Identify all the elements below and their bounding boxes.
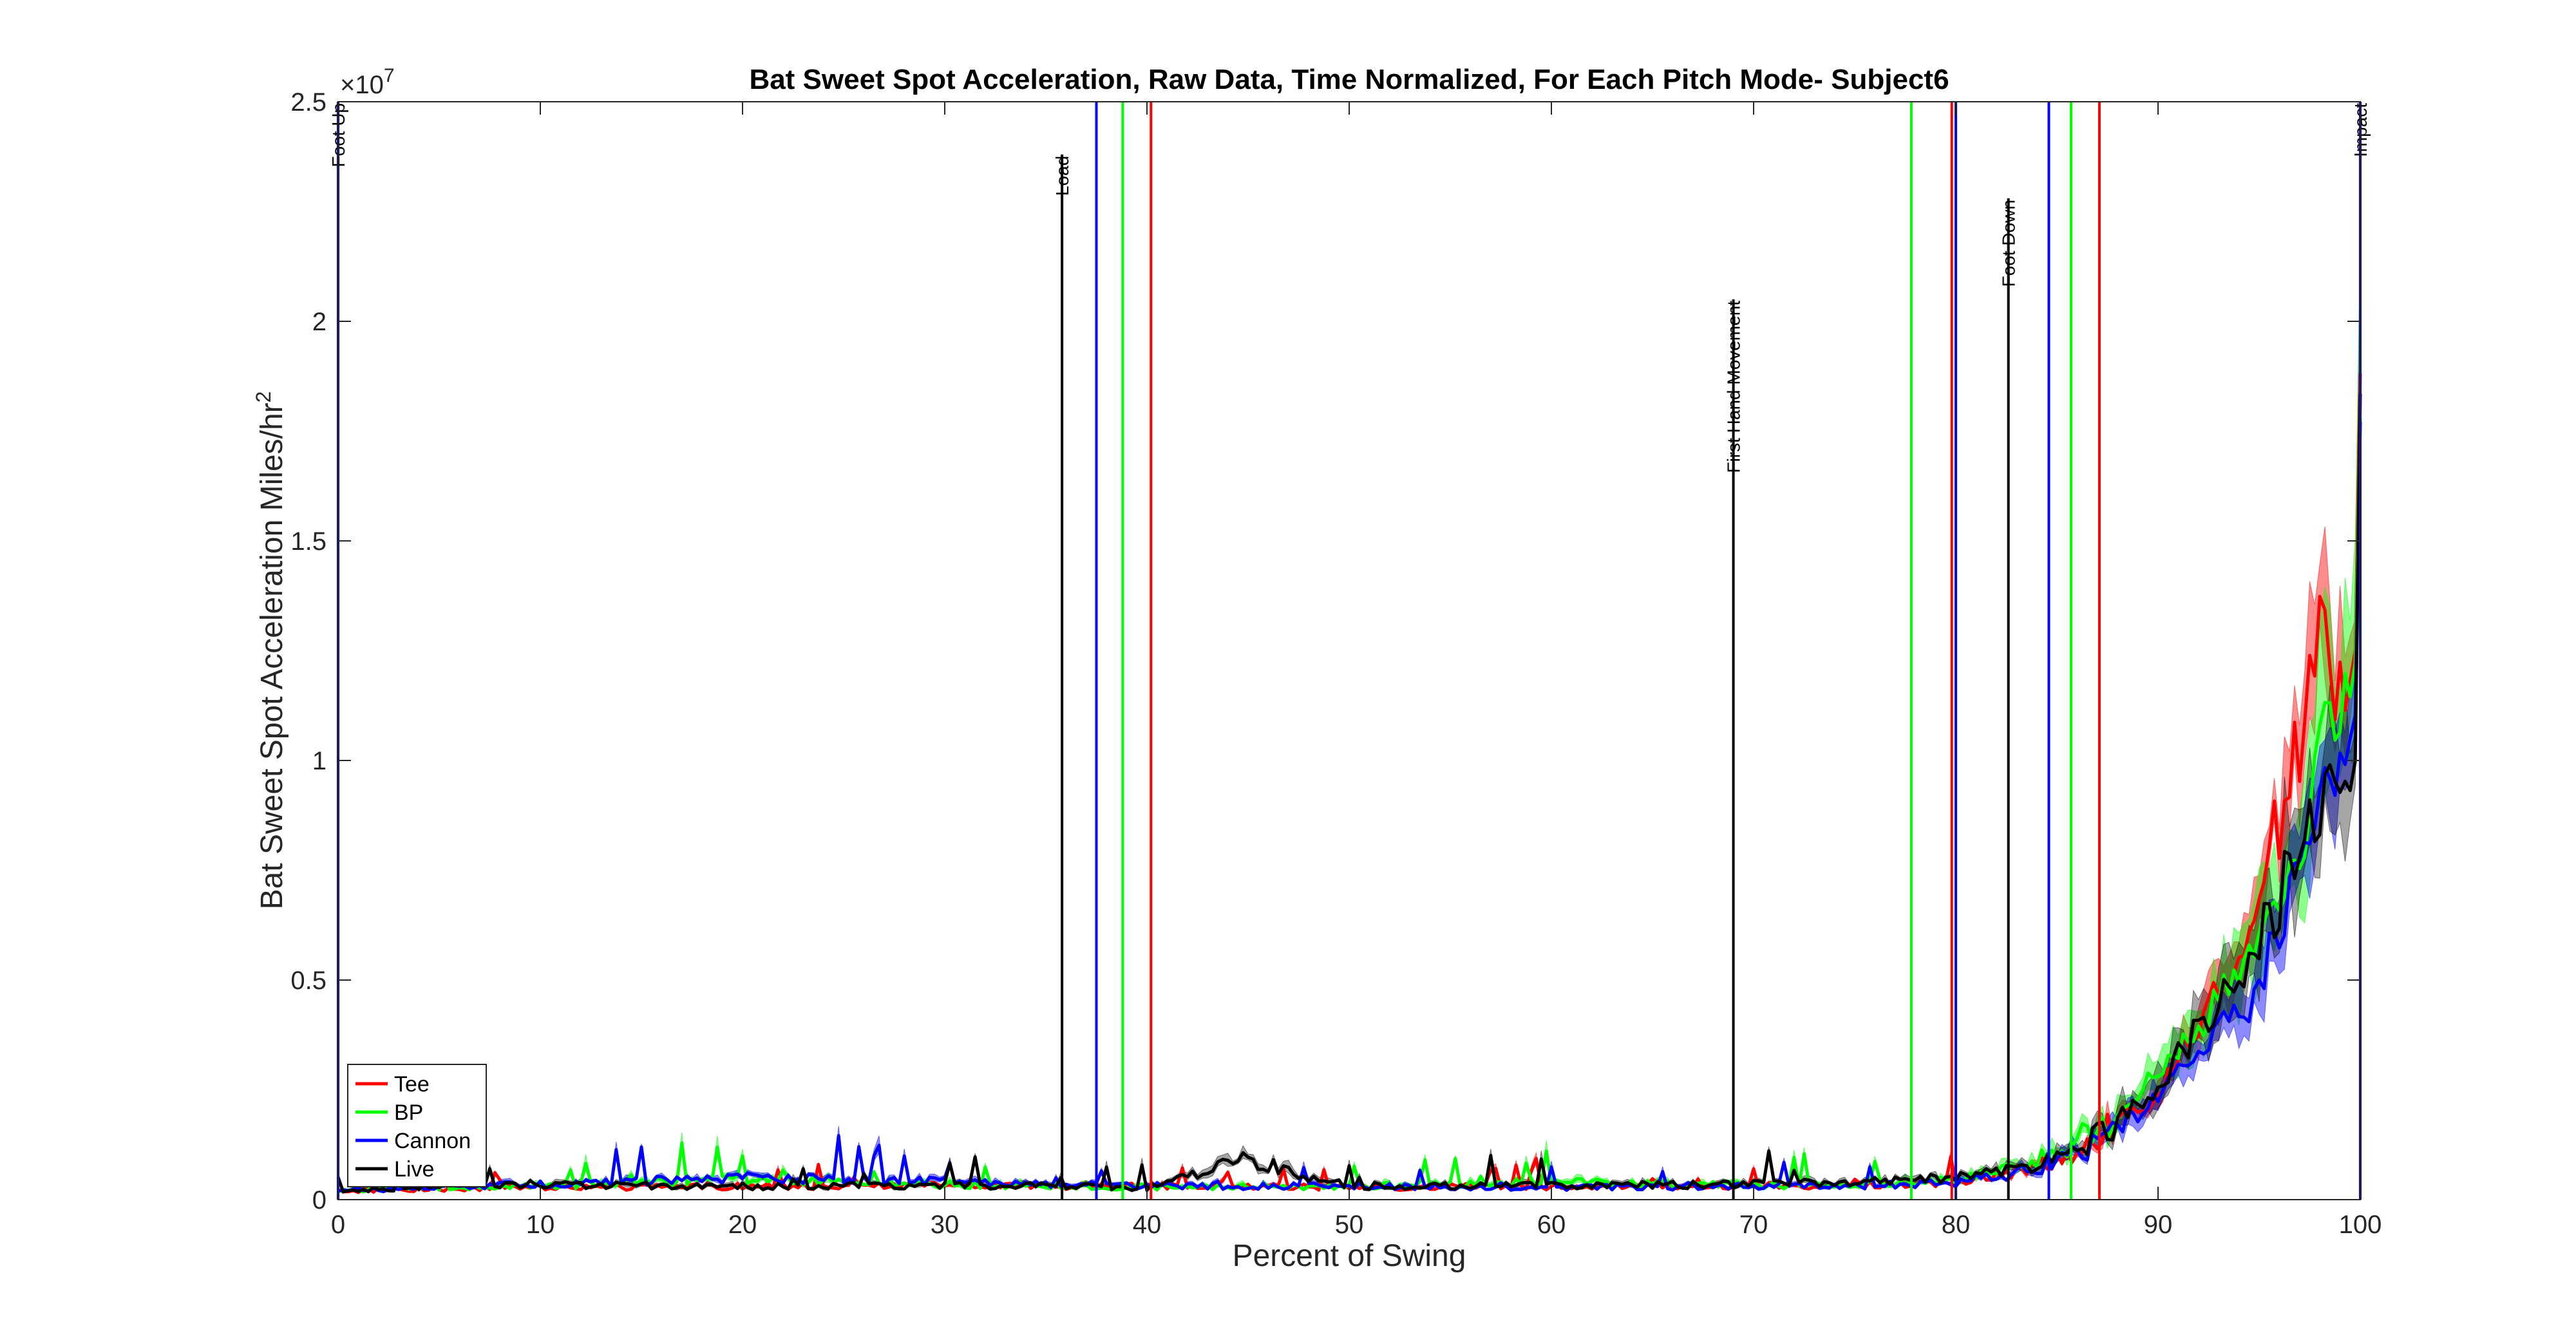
- y-axis: 0 0.5 1 1.5 2 2.5: [290, 88, 2360, 1214]
- x-tick-label: 50: [1335, 1211, 1364, 1239]
- chart-title: Bat Sweet Spot Acceleration, Raw Data, T…: [749, 64, 1949, 95]
- x-tick-label: 40: [1133, 1211, 1162, 1239]
- legend-label-live: Live: [394, 1157, 434, 1182]
- x-tick-label: 30: [931, 1211, 960, 1239]
- legend-label-bp: BP: [394, 1100, 423, 1125]
- y-axis-label-main: Bat Sweet Spot Acceleration Miles/hr: [255, 402, 289, 909]
- x-axis: 0 10 20 30 40 50 60 70 80 90 100: [331, 102, 2382, 1239]
- event-label-first-hand-movement: First Hand Movement: [1724, 301, 1744, 473]
- x-tick-label: 70: [1739, 1211, 1768, 1239]
- y-exponent-label: ×107: [340, 65, 395, 99]
- plot-background: [338, 102, 2360, 1200]
- x-tick-label: 100: [2339, 1211, 2382, 1239]
- series-line-live: [336, 393, 2362, 1194]
- y-exponent-base: ×10: [340, 71, 384, 99]
- legend-label-tee: Tee: [394, 1072, 430, 1097]
- y-tick-label: 1: [312, 747, 327, 775]
- x-axis-label: Percent of Swing: [1233, 1239, 1466, 1273]
- series-line-cannon: [337, 422, 2362, 1193]
- x-tick-label: 60: [1537, 1211, 1566, 1239]
- y-axis-label-sup: 2: [252, 392, 275, 403]
- event-label-foot-down: Foot Down: [1999, 200, 2019, 287]
- x-tick-label: 10: [526, 1211, 555, 1239]
- y-tick-label: 2.5: [290, 88, 327, 117]
- y-tick-label: 0: [312, 1186, 327, 1214]
- x-tick-label: 20: [728, 1211, 757, 1239]
- legend: Tee BP Cannon Live: [347, 1064, 487, 1187]
- event-label-load: Load: [1052, 156, 1072, 196]
- y-exponent-power: 7: [384, 65, 395, 86]
- x-tick-label: 0: [331, 1211, 345, 1239]
- x-tick-label: 90: [2144, 1211, 2173, 1239]
- y-tick-label: 0.5: [290, 967, 327, 995]
- y-tick-label: 2: [312, 308, 327, 336]
- x-tick-label: 80: [1942, 1211, 1971, 1239]
- legend-label-cannon: Cannon: [394, 1129, 471, 1153]
- y-tick-label: 1.5: [290, 527, 327, 556]
- y-axis-label: Bat Sweet Spot Acceleration Miles/hr2: [252, 392, 289, 910]
